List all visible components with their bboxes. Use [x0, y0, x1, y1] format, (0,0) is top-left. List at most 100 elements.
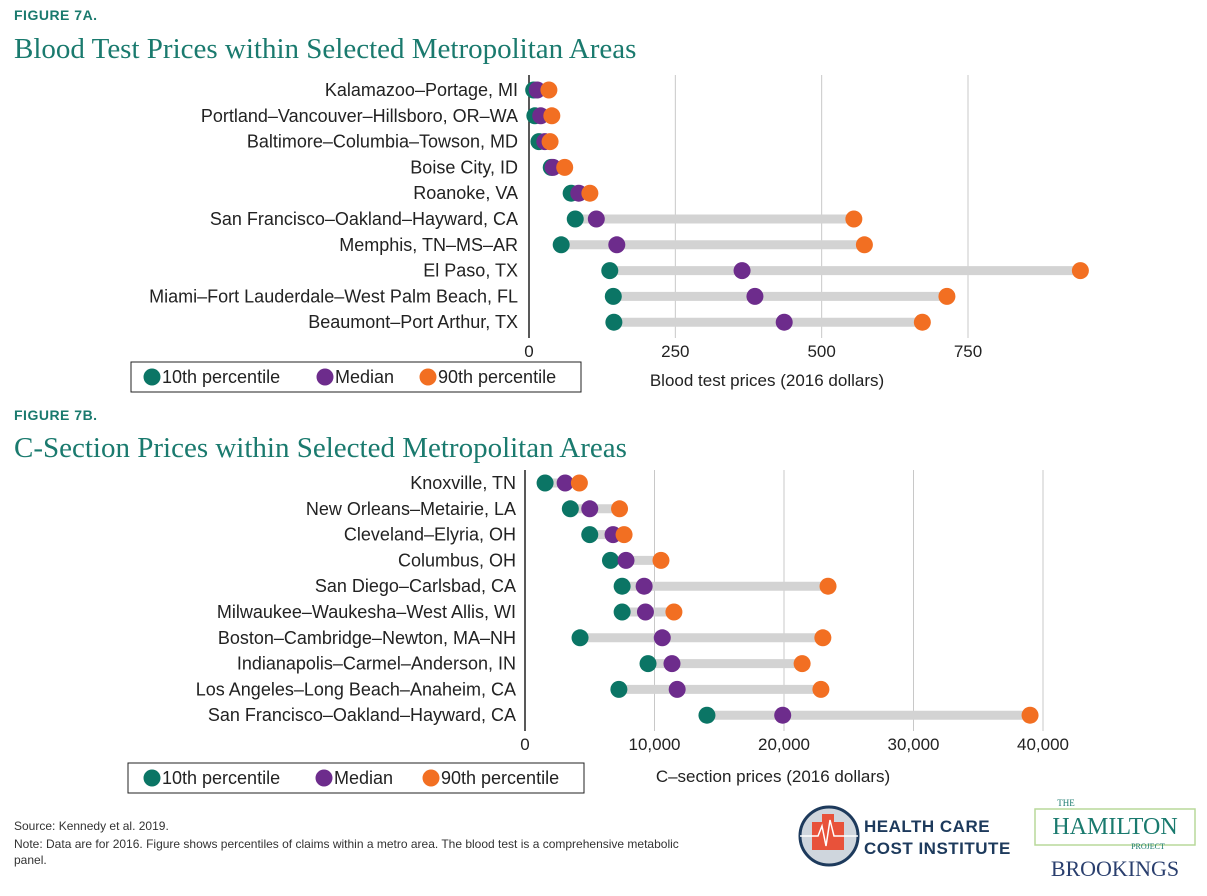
p90-dot: [615, 526, 633, 544]
legend-swatch-p10-dot: [143, 368, 161, 386]
category-label: Boise City, ID: [410, 157, 518, 177]
note-text-continued: panel.: [14, 853, 47, 867]
x-tick-label: 30,000: [888, 735, 940, 754]
legend-swatch-p10-dot: [143, 769, 161, 787]
x-tick-label: 0: [524, 342, 533, 361]
median-dot: [608, 236, 626, 254]
footer: Source: Kennedy et al. 2019. Note: Data …: [14, 819, 679, 867]
x-tick-label: 10,000: [629, 735, 681, 754]
p90-dot: [570, 474, 588, 492]
category-label: San Francisco–Oakland–Hayward, CA: [210, 209, 518, 229]
median-dot: [635, 577, 653, 595]
legend: 10th percentile Median 90th percentile: [127, 762, 585, 794]
p10-dot: [601, 262, 619, 280]
legend-swatch-p90-dot: [419, 368, 437, 386]
p10-dot: [601, 551, 619, 569]
legend-box: [127, 762, 585, 794]
legend-label: 90th percentile: [441, 768, 559, 788]
p10-dot: [639, 655, 657, 673]
chart-title: Blood Test Prices within Selected Metrop…: [14, 33, 636, 65]
category-label: Memphis, TN–MS–AR: [339, 235, 518, 255]
hamilton-project: PROJECT: [1131, 842, 1165, 851]
figure-label: FIGURE 7A.: [14, 7, 98, 23]
legend-label: 10th percentile: [162, 768, 280, 788]
p10-dot: [561, 500, 579, 518]
category-label: El Paso, TX: [423, 261, 518, 281]
median-dot: [733, 262, 751, 280]
x-tick-label: 750: [954, 342, 982, 361]
p90-dot: [793, 655, 811, 673]
p10-dot: [571, 629, 589, 647]
x-tick-label: 40,000: [1017, 735, 1069, 754]
p90-dot: [541, 133, 559, 151]
category-label: Knoxville, TN: [410, 473, 516, 493]
source-text: Source: Kennedy et al. 2019.: [14, 819, 169, 833]
p10-dot: [610, 680, 628, 698]
figure-label: FIGURE 7B.: [14, 407, 98, 423]
p10-dot: [566, 210, 584, 228]
median-dot: [544, 158, 562, 176]
category-label: Portland–Vancouver–Hillsboro, OR–WA: [201, 106, 518, 126]
median-dot: [617, 551, 635, 569]
p90-dot: [665, 603, 683, 621]
legend: 10th percentile Median 90th percentile: [130, 361, 582, 393]
legend-label: Median: [334, 768, 393, 788]
median-dot: [775, 313, 793, 331]
median-dot: [581, 500, 599, 518]
p90-dot: [1021, 706, 1039, 724]
p90-dot: [652, 551, 670, 569]
p10-dot: [613, 603, 631, 621]
p90-dot: [540, 81, 558, 99]
x-tick-label: 500: [807, 342, 835, 361]
hcci-logo: HEALTH CARE COST INSTITUTE: [798, 805, 1011, 867]
hamilton-name: HAMILTON: [1052, 814, 1177, 840]
x-axis-label: Blood test prices (2016 dollars): [650, 371, 884, 390]
p90-dot: [938, 287, 956, 305]
category-label: San Diego–Carlsbad, CA: [315, 576, 516, 596]
figure-7a: FIGURE 7A. Blood Test Prices within Sele…: [14, 7, 1089, 393]
p10-dot: [698, 706, 716, 724]
p90-dot: [581, 184, 599, 202]
p90-dot: [819, 577, 837, 595]
p10-dot: [581, 526, 599, 544]
figure-7b: FIGURE 7B. C-Section Prices within Selec…: [14, 407, 1069, 794]
median-dot: [528, 81, 546, 99]
p90-dot: [543, 107, 561, 125]
x-axis-label: C–section prices (2016 dollars): [656, 767, 890, 786]
brookings-logo: BROOKINGS: [1051, 856, 1179, 881]
category-label: Los Angeles–Long Beach–Anaheim, CA: [196, 679, 516, 699]
median-dot: [663, 655, 681, 673]
category-label: Milwaukee–Waukesha–West Allis, WI: [217, 602, 516, 622]
p90-dot: [556, 158, 574, 176]
category-label: New Orleans–Metairie, LA: [306, 499, 516, 519]
p90-dot: [855, 236, 873, 254]
category-label: Indianapolis–Carmel–Anderson, IN: [237, 654, 516, 674]
x-tick-label: 250: [661, 342, 689, 361]
hamilton-project-logo: THE HAMILTON PROJECT BROOKINGS: [1034, 798, 1196, 881]
p10-dot: [552, 236, 570, 254]
hamilton-the: THE: [1057, 798, 1075, 808]
median-dot: [653, 629, 671, 647]
x-tick-label: 0: [520, 735, 529, 754]
hcci-logo-line2: COST INSTITUTE: [864, 839, 1011, 858]
p90-dot: [1071, 262, 1089, 280]
median-dot: [668, 680, 686, 698]
legend-swatch-median-dot: [316, 368, 334, 386]
p90-dot: [814, 629, 832, 647]
median-dot: [556, 474, 574, 492]
legend-box: [130, 361, 582, 393]
p10-dot: [613, 577, 631, 595]
legend-label: 10th percentile: [162, 367, 280, 387]
category-label: Baltimore–Columbia–Towson, MD: [247, 132, 518, 152]
note-text: Note: Data are for 2016. Figure shows pe…: [14, 837, 679, 851]
p10-dot: [604, 287, 622, 305]
median-dot: [746, 287, 764, 305]
legend-swatch-p90-dot: [422, 769, 440, 787]
category-label: Miami–Fort Lauderdale–West Palm Beach, F…: [149, 286, 518, 306]
x-tick-label: 20,000: [758, 735, 810, 754]
p90-dot: [913, 313, 931, 331]
category-label: Roanoke, VA: [413, 183, 518, 203]
legend-swatch-median-dot: [315, 769, 333, 787]
p10-dot: [605, 313, 623, 331]
